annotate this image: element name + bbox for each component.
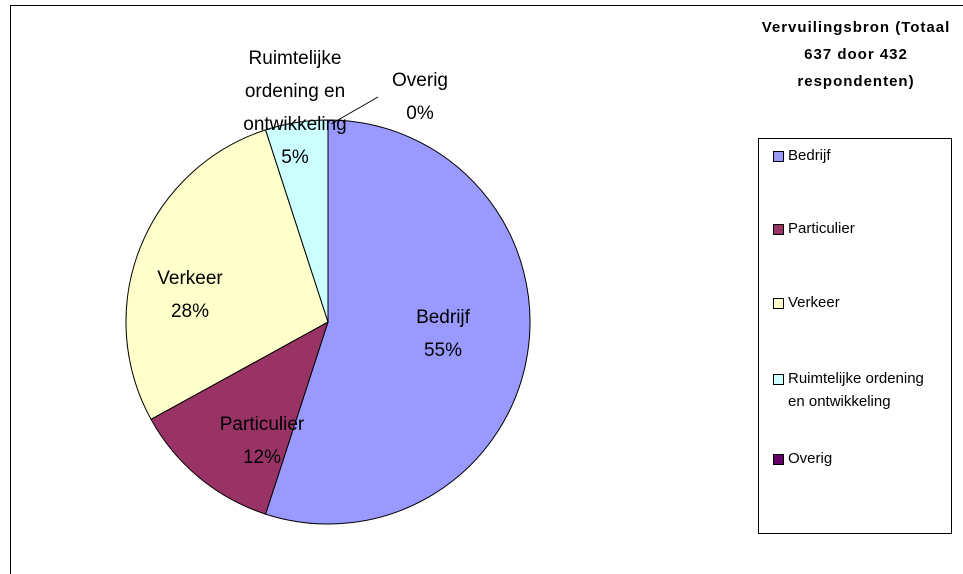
slice-category: Ruimtelijke ordening en ontwikkeling xyxy=(243,48,347,135)
legend-swatch xyxy=(773,151,784,162)
slice-label: Bedrijf 55% xyxy=(373,301,513,367)
legend-swatch xyxy=(773,454,784,465)
slice-value-label: 5% xyxy=(281,147,309,168)
slice-value-label: 55% xyxy=(423,340,463,361)
slice-label: Particulier 12% xyxy=(192,408,332,474)
pie-slice xyxy=(264,119,531,525)
slice-label: Verkeer 28% xyxy=(120,262,260,328)
slice-value-label: 12% xyxy=(242,447,282,468)
legend-label: Bedrijf xyxy=(788,147,831,164)
chart-frame xyxy=(10,5,963,574)
legend-label: Particulier xyxy=(788,220,855,237)
leader-line xyxy=(330,96,379,125)
legend-swatch xyxy=(773,298,784,309)
legend-swatch xyxy=(773,224,784,235)
slice-category: Verkeer xyxy=(157,268,223,289)
slice-category: Bedrijf xyxy=(416,307,470,328)
pie-slice xyxy=(150,320,329,515)
legend-swatch xyxy=(773,374,784,385)
slice-label: Ruimtelijke ordening en ontwikkeling 5% xyxy=(225,42,365,174)
pie-slice xyxy=(125,129,329,420)
slice-category: Overig xyxy=(392,70,448,91)
slice-label: Overig 0% xyxy=(350,64,490,130)
legend-label: Verkeer xyxy=(788,294,840,311)
legend: Bedrijf Particulier Verkeer Ruimtelijke ord… xyxy=(758,138,952,534)
slice-value-label: 0% xyxy=(406,103,434,124)
legend-label: Overig xyxy=(788,450,833,467)
legend-label: Ruimtelijke ordening en ontwikkeling xyxy=(788,370,924,410)
slice-category: Particulier xyxy=(219,414,305,435)
legend-title: Vervuilingsbron (Totaal 637 door 432 res… xyxy=(761,19,951,90)
slice-value-label: 28% xyxy=(170,301,210,322)
